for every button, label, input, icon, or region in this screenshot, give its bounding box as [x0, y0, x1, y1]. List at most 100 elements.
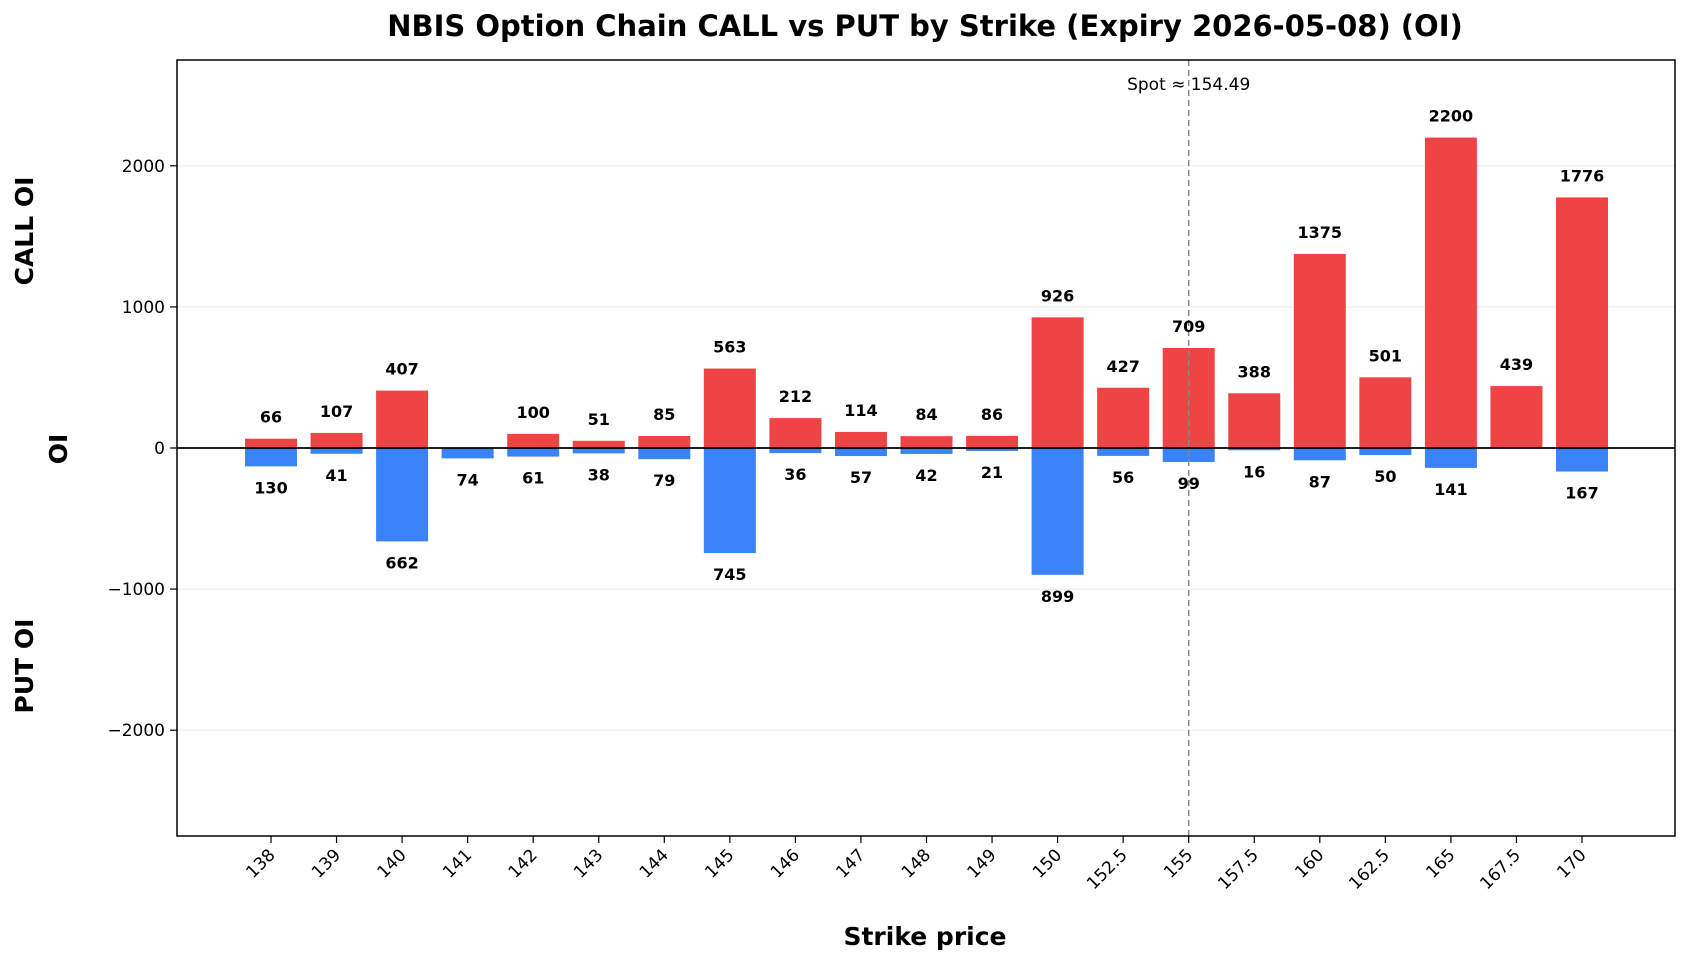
x-tick-label: 148 [898, 845, 935, 882]
call-value-label: 1776 [1560, 166, 1605, 185]
put-value-label: 16 [1243, 462, 1265, 481]
put-value-label: 36 [784, 465, 806, 484]
call-bar [1490, 386, 1543, 448]
call-bar [572, 440, 625, 448]
put-value-label: 74 [457, 470, 479, 489]
put-bar [507, 448, 560, 457]
put-bar [1097, 448, 1150, 456]
put-value-label: 130 [254, 478, 287, 497]
put-bar [900, 448, 953, 454]
put-bar [1556, 448, 1608, 472]
call-value-label: 114 [844, 401, 877, 420]
put-bar [1424, 448, 1477, 468]
put-value-label: 662 [385, 553, 418, 572]
call-bar [245, 438, 297, 448]
x-tick-label: 145 [701, 845, 738, 882]
x-axis-label: Strike price [843, 922, 1006, 951]
call-value-label: 926 [1041, 286, 1074, 305]
call-bar [1293, 254, 1346, 448]
x-tick-label: 155 [1160, 845, 1197, 882]
put-bar [1359, 448, 1412, 456]
put-bar [638, 448, 691, 460]
bars [245, 137, 1608, 575]
call-value-label: 439 [1500, 355, 1533, 374]
put-bar [1228, 448, 1281, 451]
call-bar [1097, 387, 1150, 448]
call-value-label: 2200 [1429, 107, 1474, 126]
spot-label: Spot ≈ 154.49 [1127, 75, 1250, 95]
put-value-label: 42 [915, 466, 937, 485]
x-tick-label: 162.5 [1345, 845, 1394, 894]
x-tick-label: 167.5 [1476, 845, 1525, 894]
call-bar [507, 433, 560, 448]
put-bar [834, 448, 887, 457]
x-tick-label: 165 [1422, 845, 1459, 882]
put-bar [966, 448, 1019, 451]
call-value-label: 212 [779, 387, 812, 406]
call-bar [1228, 393, 1281, 448]
call-bar [1424, 137, 1477, 448]
x-tick-label: 140 [374, 845, 411, 882]
call-bar [376, 390, 429, 448]
call-value-label: 66 [260, 408, 282, 427]
y-tick-label: 2000 [122, 157, 165, 177]
put-bar [572, 448, 625, 454]
call-oi-label: CALL OI [10, 177, 39, 286]
x-tick-label: 149 [963, 845, 1000, 882]
y-tick-label: −2000 [107, 721, 165, 741]
put-value-label: 50 [1374, 467, 1396, 486]
call-value-label: 86 [981, 405, 1003, 424]
x-tick-label: 147 [832, 845, 869, 882]
put-bar [1031, 448, 1084, 575]
put-value-label: 41 [325, 466, 347, 485]
call-bar [638, 436, 691, 448]
call-value-label: 563 [713, 338, 746, 357]
call-value-label: 388 [1238, 362, 1271, 381]
put-bar [441, 448, 494, 459]
put-value-label: 79 [653, 471, 675, 490]
put-value-label: 61 [522, 469, 544, 488]
put-value-label: 745 [713, 565, 746, 584]
call-value-label: 84 [915, 405, 937, 424]
put-bar [245, 448, 297, 467]
call-value-label: 709 [1172, 317, 1205, 336]
call-value-label: 427 [1106, 357, 1139, 376]
put-value-label: 57 [850, 468, 872, 487]
x-tick-label: 170 [1553, 845, 1590, 882]
x-axis-ticks: 138 139 140 141 142 143 144 145 146 147 148 149 150 1… [242, 836, 1591, 894]
y-tick-label: 1000 [122, 298, 165, 318]
y-axis-ticks: −2000 −1000 0 1000 2000 [107, 157, 177, 741]
call-value-label: 407 [385, 360, 418, 379]
value-labels: 6613010741407662741006151388579563745212… [254, 107, 1604, 606]
put-bar [703, 448, 756, 554]
call-bar [900, 436, 953, 448]
call-bar [834, 431, 887, 448]
y-tick-label: −1000 [107, 580, 165, 600]
y-axis-label: OI [44, 434, 73, 465]
put-value-label: 56 [1112, 468, 1134, 487]
put-value-label: 167 [1565, 484, 1598, 503]
call-bar [310, 432, 363, 448]
put-bar [310, 448, 363, 454]
x-tick-label: 150 [1029, 845, 1066, 882]
call-value-label: 107 [320, 402, 353, 421]
put-value-label: 99 [1178, 474, 1200, 493]
call-value-label: 100 [516, 403, 549, 422]
call-bar [966, 435, 1019, 448]
x-tick-label: 144 [636, 845, 673, 882]
call-bar [703, 368, 756, 448]
chart-title: NBIS Option Chain CALL vs PUT by Strike … [387, 9, 1463, 43]
x-tick-label: 157.5 [1214, 845, 1263, 894]
put-value-label: 38 [588, 465, 610, 484]
call-bar [1359, 377, 1412, 448]
call-bar [769, 418, 822, 448]
x-tick-label: 160 [1291, 845, 1328, 882]
put-value-label: 899 [1041, 587, 1074, 606]
x-tick-label: 138 [242, 845, 279, 882]
x-tick-label: 141 [439, 845, 476, 882]
x-tick-label: 152.5 [1083, 845, 1132, 894]
call-value-label: 501 [1369, 346, 1402, 365]
put-oi-label: PUT OI [10, 619, 39, 714]
put-bar [1293, 448, 1346, 461]
y-tick-label: 0 [154, 439, 165, 459]
